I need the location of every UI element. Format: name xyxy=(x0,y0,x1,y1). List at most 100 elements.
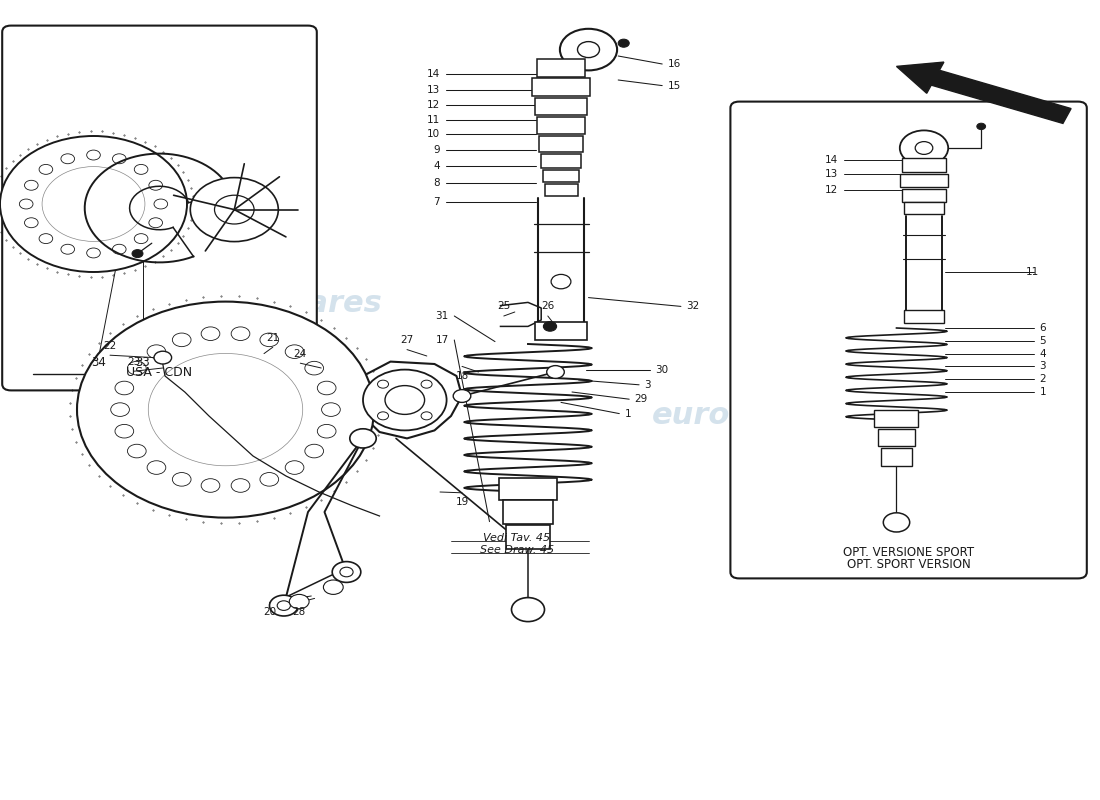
Bar xyxy=(902,189,946,202)
Circle shape xyxy=(77,302,374,518)
Circle shape xyxy=(231,327,250,341)
Circle shape xyxy=(63,182,124,226)
Text: 9: 9 xyxy=(433,145,440,154)
Text: 1: 1 xyxy=(625,409,631,418)
Bar xyxy=(900,174,948,187)
Text: 23: 23 xyxy=(128,357,141,366)
Text: 19: 19 xyxy=(455,498,469,507)
FancyArrow shape xyxy=(896,62,1071,123)
Circle shape xyxy=(900,130,948,166)
Circle shape xyxy=(201,478,220,492)
Text: 12: 12 xyxy=(427,100,440,110)
Text: 31: 31 xyxy=(436,311,449,321)
Bar xyxy=(499,478,557,500)
Text: 2: 2 xyxy=(1040,374,1046,384)
Circle shape xyxy=(377,380,388,388)
Bar xyxy=(541,154,581,168)
Bar xyxy=(902,158,946,172)
Circle shape xyxy=(350,429,376,448)
Text: 14: 14 xyxy=(825,155,838,165)
Bar xyxy=(537,117,585,134)
Circle shape xyxy=(317,381,336,394)
Circle shape xyxy=(116,381,134,394)
Circle shape xyxy=(24,218,38,228)
Text: 33: 33 xyxy=(135,356,151,369)
Circle shape xyxy=(112,244,126,254)
Text: 15: 15 xyxy=(668,81,681,90)
Circle shape xyxy=(132,250,143,258)
Circle shape xyxy=(323,580,343,594)
Circle shape xyxy=(321,403,340,416)
Circle shape xyxy=(180,378,271,442)
Text: 18: 18 xyxy=(455,371,469,381)
Text: 13: 13 xyxy=(825,170,838,179)
Circle shape xyxy=(285,461,304,474)
Circle shape xyxy=(305,362,323,375)
Text: See Draw. 45: See Draw. 45 xyxy=(480,546,554,555)
Circle shape xyxy=(201,327,220,341)
Text: 11: 11 xyxy=(427,115,440,125)
Circle shape xyxy=(147,461,166,474)
Circle shape xyxy=(421,412,432,420)
Circle shape xyxy=(128,362,146,375)
Text: eurospares: eurospares xyxy=(651,402,845,430)
Text: 14: 14 xyxy=(427,70,440,79)
Bar xyxy=(543,170,579,182)
Circle shape xyxy=(340,567,353,577)
Circle shape xyxy=(134,165,147,174)
Circle shape xyxy=(551,274,571,289)
Text: 4: 4 xyxy=(433,161,440,170)
Text: 1: 1 xyxy=(1040,387,1046,397)
Circle shape xyxy=(363,370,447,430)
Text: 12: 12 xyxy=(825,186,838,195)
Circle shape xyxy=(453,390,471,402)
Circle shape xyxy=(560,29,617,70)
Text: 13: 13 xyxy=(427,85,440,94)
Circle shape xyxy=(87,150,100,160)
Text: 3: 3 xyxy=(1040,362,1046,371)
Circle shape xyxy=(332,562,361,582)
Bar xyxy=(535,322,587,340)
Text: 30: 30 xyxy=(656,366,669,375)
Bar xyxy=(535,98,587,115)
Text: eurospares: eurospares xyxy=(189,290,383,318)
Circle shape xyxy=(543,322,557,331)
Bar xyxy=(537,59,585,77)
Text: Vedi Tav. 45: Vedi Tav. 45 xyxy=(483,534,551,543)
Circle shape xyxy=(883,513,910,532)
Circle shape xyxy=(277,601,290,610)
Text: 34: 34 xyxy=(91,356,107,369)
Circle shape xyxy=(42,166,145,242)
Circle shape xyxy=(24,180,38,190)
Text: OPT. SPORT VERSION: OPT. SPORT VERSION xyxy=(847,558,970,570)
Text: 21: 21 xyxy=(266,333,279,342)
Text: OPT. VERSIONE SPORT: OPT. VERSIONE SPORT xyxy=(843,546,975,558)
Text: 22: 22 xyxy=(103,341,117,350)
Circle shape xyxy=(148,354,302,466)
Text: 26: 26 xyxy=(541,302,554,311)
Text: 11: 11 xyxy=(1026,267,1039,277)
Circle shape xyxy=(148,218,163,228)
Bar xyxy=(532,78,590,96)
Circle shape xyxy=(154,351,172,364)
Circle shape xyxy=(214,195,254,224)
Circle shape xyxy=(40,234,53,243)
Circle shape xyxy=(147,345,166,358)
Text: 27: 27 xyxy=(400,335,414,345)
Text: 20: 20 xyxy=(263,607,276,617)
Circle shape xyxy=(20,199,33,209)
Circle shape xyxy=(173,473,191,486)
Text: 32: 32 xyxy=(686,302,700,311)
Bar xyxy=(881,448,912,466)
Bar xyxy=(874,410,918,427)
Circle shape xyxy=(915,142,933,154)
FancyBboxPatch shape xyxy=(730,102,1087,578)
Circle shape xyxy=(87,248,100,258)
Text: USA - CDN: USA - CDN xyxy=(126,366,192,379)
FancyBboxPatch shape xyxy=(2,26,317,390)
Circle shape xyxy=(111,403,130,416)
Text: 3: 3 xyxy=(645,380,651,390)
Circle shape xyxy=(305,444,323,458)
Circle shape xyxy=(260,473,278,486)
Text: 16: 16 xyxy=(668,59,681,69)
